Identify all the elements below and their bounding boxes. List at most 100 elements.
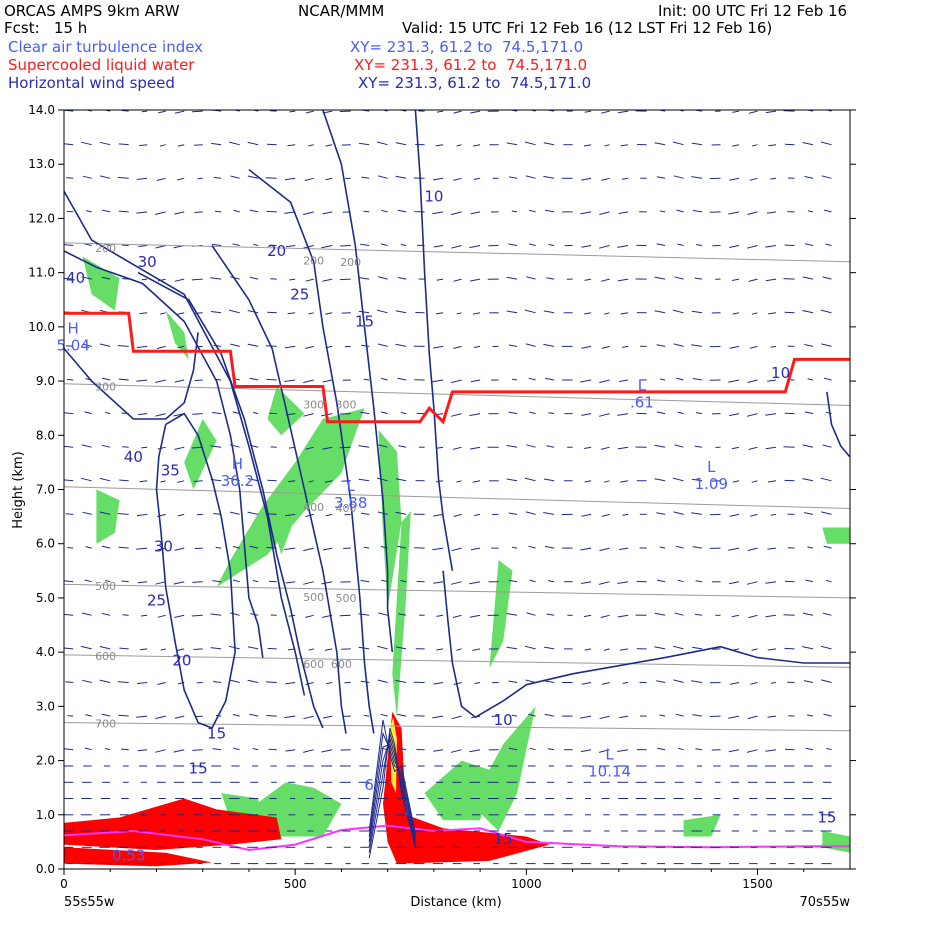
wind-arrow — [804, 344, 814, 347]
y-tick-label: 2.0 — [36, 754, 55, 768]
wind-arrow — [380, 377, 388, 381]
wind-arrow — [433, 177, 444, 181]
wind-arrow — [230, 343, 240, 347]
wind-arrow — [433, 513, 444, 517]
wind-arrow — [303, 581, 314, 585]
wind-arrow — [160, 480, 166, 483]
wind-arrow — [677, 110, 684, 112]
wind-arrow — [804, 512, 814, 515]
wind-arrow — [377, 343, 388, 347]
wind-arrow — [802, 612, 814, 616]
wind-arrow — [85, 714, 92, 717]
wind-arrow — [659, 378, 666, 381]
wind-arrow — [289, 110, 296, 113]
wind-arrow — [619, 648, 629, 651]
wind-arrow — [600, 278, 610, 282]
wind-arrow — [117, 681, 129, 683]
wind-speed-contour — [386, 570, 394, 653]
contour-label: 15 — [817, 809, 836, 827]
wind-speed-contour — [442, 570, 850, 719]
y-tick-label: 11.0 — [28, 266, 55, 280]
wind-arrow — [378, 175, 388, 179]
wind-arrow — [82, 679, 92, 683]
wind-arrow — [619, 547, 629, 550]
wind-arrow — [118, 546, 129, 549]
wind-arrow — [377, 276, 388, 280]
wind-arrow — [233, 209, 240, 213]
wind-arrow — [728, 749, 740, 753]
wind-arrow — [731, 446, 740, 450]
pressure-label: 400 — [303, 501, 324, 514]
wind-arrow — [583, 614, 592, 618]
wind-arrow — [584, 110, 592, 113]
wind-arrow — [694, 277, 703, 280]
y-tick-label: 7.0 — [36, 483, 55, 497]
wind-arrow — [192, 749, 203, 751]
wind-arrow — [84, 411, 92, 415]
wind-arrow — [247, 679, 259, 683]
wind-arrow — [233, 747, 240, 751]
wind-arrow — [802, 478, 814, 482]
turbulence-region — [822, 527, 850, 544]
wind-arrow — [192, 581, 203, 583]
wind-arrow — [580, 715, 592, 719]
wind-arrow — [580, 379, 592, 383]
wind-arrow — [470, 278, 481, 282]
wind-arrow — [395, 175, 407, 179]
wind-arrow — [321, 749, 333, 753]
wind-arrow — [676, 209, 684, 213]
pressure-label: 300 — [336, 398, 357, 411]
wind-arrow — [322, 715, 333, 719]
wind-arrow — [506, 613, 518, 616]
wind-arrow — [340, 245, 351, 247]
wind-arrow — [584, 480, 592, 483]
wind-arrow — [508, 512, 518, 515]
wind-arrow — [691, 142, 703, 146]
wind-arrow — [358, 310, 370, 314]
turbulence-region — [378, 429, 402, 609]
wind-arrow — [364, 714, 370, 717]
wind-arrow — [469, 614, 481, 618]
wind-arrow — [599, 379, 610, 384]
wind-arrow — [284, 715, 296, 719]
wind-arrow — [321, 581, 333, 585]
wind-arrow — [137, 749, 148, 752]
wind-arrow — [751, 648, 758, 651]
wind-arrow — [122, 614, 129, 616]
wind-arrow — [825, 110, 832, 112]
wind-arrow — [174, 110, 185, 114]
y-tick-label: 3.0 — [36, 699, 55, 713]
wind-arrow — [728, 211, 740, 215]
wind-arrow — [339, 278, 351, 281]
wind-arrow — [508, 579, 518, 583]
contour-label: 15 — [355, 312, 374, 330]
wind-arrow — [654, 478, 666, 482]
wind-arrow — [380, 713, 388, 717]
wind-arrow — [157, 446, 166, 450]
wind-arrow — [451, 211, 462, 216]
wind-arrow — [99, 175, 111, 179]
wind-arrow — [803, 680, 814, 683]
wind-arrow — [768, 144, 777, 147]
wind-arrow — [456, 312, 462, 315]
wind-arrow — [85, 546, 92, 549]
wind-arrow — [436, 278, 444, 281]
wind-arrow — [525, 511, 536, 515]
contour-label: 40 — [124, 448, 143, 466]
wind-arrow — [601, 345, 610, 349]
valid-time: Valid: 15 UTC Fri 12 Feb 16 (12 LST Fri … — [402, 19, 773, 37]
wind-arrow — [805, 747, 814, 751]
wind-arrow — [284, 345, 296, 349]
wind-arrow — [284, 177, 296, 181]
wind-arrow — [287, 312, 296, 315]
pressure-label: 300 — [303, 398, 324, 411]
wind-arrow — [64, 580, 74, 583]
wind-arrow — [65, 345, 74, 347]
wind-arrow — [155, 581, 166, 585]
turbulence-region — [272, 516, 296, 555]
contour-label: 20 — [172, 651, 191, 669]
wind-arrow — [322, 547, 333, 551]
wind-arrow — [584, 446, 592, 449]
wind-arrow — [105, 580, 111, 583]
wind-arrow — [193, 312, 203, 314]
